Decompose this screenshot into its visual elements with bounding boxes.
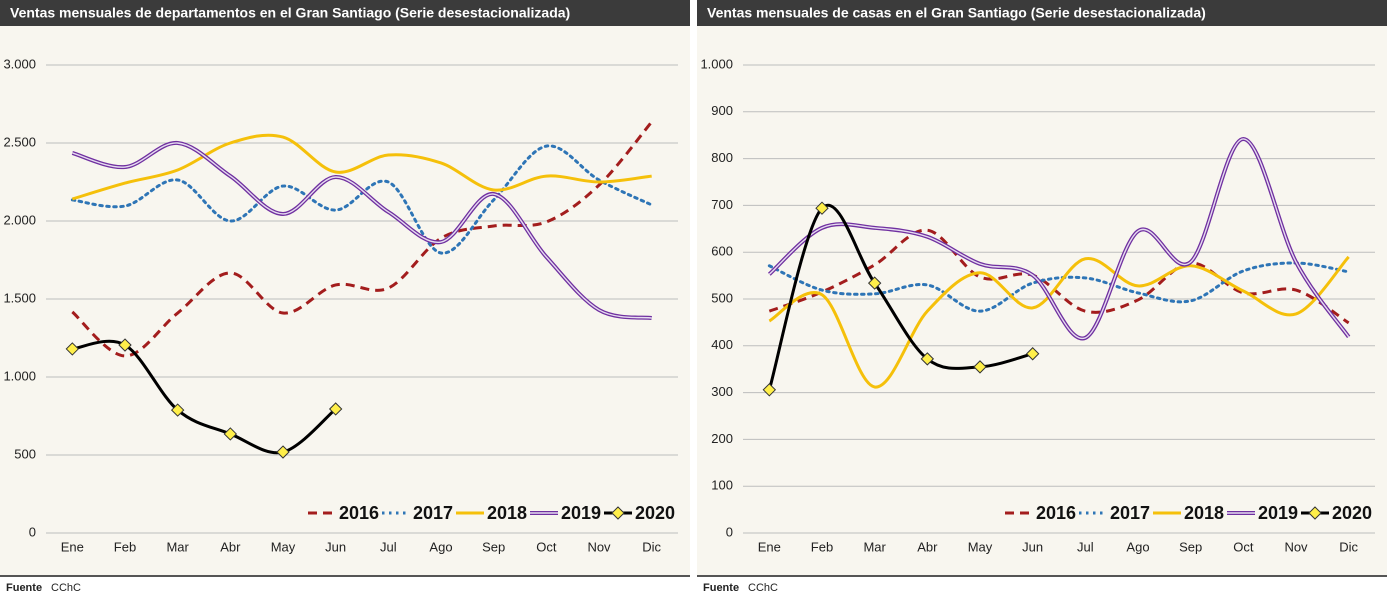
y-tick-label: 2.000 xyxy=(3,212,36,227)
marker xyxy=(223,427,238,441)
source: CChC xyxy=(51,582,81,594)
x-tick-label: Abr xyxy=(917,539,938,554)
marker xyxy=(973,360,987,374)
x-tick-label: Jun xyxy=(325,539,346,554)
x-tick-label: Ago xyxy=(429,539,452,554)
legend-marker xyxy=(1308,506,1322,520)
legend-label: 2019 xyxy=(561,503,601,523)
marker xyxy=(1025,347,1040,361)
y-tick-label: 0 xyxy=(29,524,36,539)
y-tick-label: 200 xyxy=(711,431,733,446)
x-tick-label: Abr xyxy=(220,539,241,554)
x-tick-label: Jul xyxy=(380,539,397,554)
marker xyxy=(815,201,829,215)
marker xyxy=(920,352,935,366)
x-tick-label: Jun xyxy=(1022,539,1043,554)
y-tick-label: 2.500 xyxy=(3,134,36,149)
legend-label: 2019 xyxy=(1258,503,1298,523)
marker xyxy=(276,445,290,459)
y-tick-label: 1.000 xyxy=(700,56,733,71)
source-label: Fuente xyxy=(703,582,739,594)
legend-marker xyxy=(611,506,625,520)
y-tick-label: 100 xyxy=(711,478,733,493)
y-tick-label: 500 xyxy=(711,290,733,305)
marker xyxy=(65,342,80,356)
y-tick-label: 600 xyxy=(711,244,733,259)
legend-label: 2016 xyxy=(339,503,379,523)
y-tick-label: 500 xyxy=(14,446,36,461)
x-tick-label: Dic xyxy=(1339,539,1358,554)
chart-title: Ventas mensuales de casas en el Gran San… xyxy=(707,5,1206,21)
x-tick-label: Sep xyxy=(1179,539,1202,554)
line xyxy=(768,255,1350,389)
x-tick-label: May xyxy=(271,539,296,554)
legend-label: 2016 xyxy=(1036,503,1076,523)
panel-bg xyxy=(0,0,690,575)
x-tick-label: Jul xyxy=(1077,539,1094,554)
legend-label: 2018 xyxy=(1184,503,1224,523)
y-tick-label: 1.000 xyxy=(3,368,36,383)
x-tick-label: Mar xyxy=(166,539,189,554)
title-bar xyxy=(0,0,690,26)
y-tick-label: 800 xyxy=(711,150,733,165)
y-tick-label: 900 xyxy=(711,103,733,118)
x-tick-label: Dic xyxy=(642,539,661,554)
source: CChC xyxy=(748,582,778,594)
y-tick-label: 700 xyxy=(711,197,733,212)
marker xyxy=(867,276,882,290)
x-tick-label: Feb xyxy=(114,539,136,554)
marker xyxy=(328,402,343,416)
legend-label: 2020 xyxy=(1332,503,1372,523)
y-tick-label: 3.000 xyxy=(3,56,36,71)
line xyxy=(70,144,654,255)
x-tick-label: Sep xyxy=(482,539,505,554)
marker xyxy=(118,338,132,352)
x-tick-label: Ago xyxy=(1126,539,1149,554)
legend-label: 2017 xyxy=(1110,503,1150,523)
line xyxy=(71,133,652,201)
chart-title: Ventas mensuales de departamentos en el … xyxy=(10,5,570,21)
x-tick-label: Ene xyxy=(758,539,781,554)
line xyxy=(768,228,1350,325)
x-tick-label: Nov xyxy=(587,539,611,554)
x-tick-label: Oct xyxy=(1233,539,1254,554)
legend-label: 2018 xyxy=(487,503,527,523)
legend-label: 2017 xyxy=(413,503,453,523)
x-tick-label: Feb xyxy=(811,539,833,554)
line-core xyxy=(768,138,1350,340)
y-tick-label: 400 xyxy=(711,337,733,352)
marker xyxy=(170,403,185,417)
marker xyxy=(762,383,777,397)
y-tick-label: 300 xyxy=(711,384,733,399)
title-bar xyxy=(697,0,1387,26)
line xyxy=(767,261,1351,313)
x-tick-label: Mar xyxy=(863,539,886,554)
x-tick-label: Ene xyxy=(61,539,84,554)
source-label: Fuente xyxy=(6,582,42,594)
x-tick-label: Nov xyxy=(1284,539,1308,554)
x-tick-label: Oct xyxy=(536,539,557,554)
legend-label: 2020 xyxy=(635,503,675,523)
line-core xyxy=(72,142,652,319)
y-tick-label: 1.500 xyxy=(3,290,36,305)
y-tick-label: 0 xyxy=(726,524,733,539)
x-tick-label: May xyxy=(968,539,993,554)
